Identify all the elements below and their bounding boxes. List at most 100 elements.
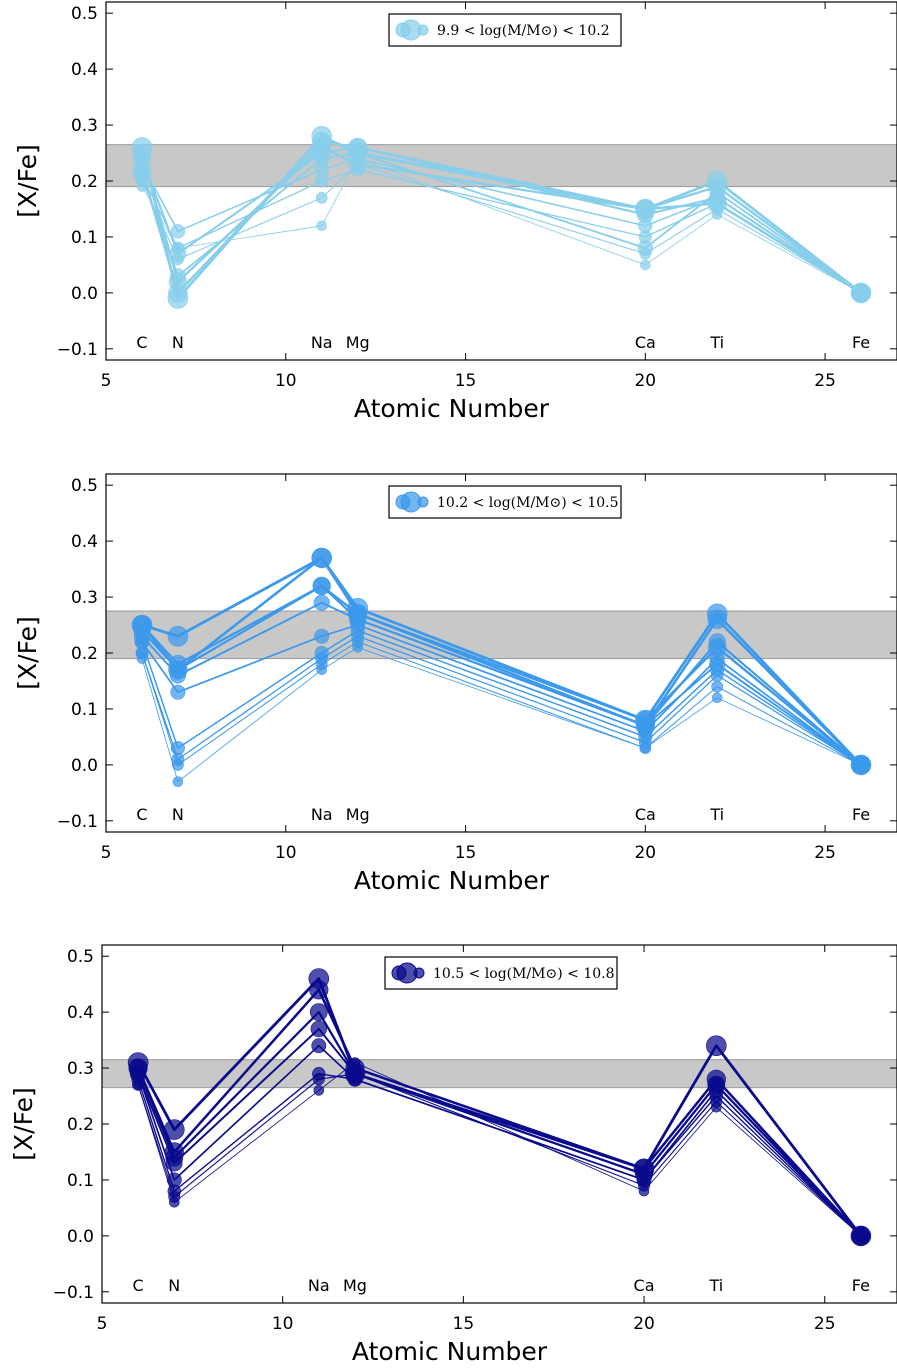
y-tick-label: 0.0 xyxy=(71,756,98,776)
series-line xyxy=(141,169,862,294)
element-label-c: C xyxy=(136,805,147,824)
y-tick-label: −0.1 xyxy=(57,812,98,832)
chart-panel-2: −0.1 0.0 0.1 0.2 0.3 0.4 0.5 5 10 15 20 25 C N Na Mg Ca T… xyxy=(13,473,897,895)
series-line xyxy=(137,1062,862,1237)
x-tick-label: 10 xyxy=(272,1314,294,1334)
reference-band xyxy=(101,1059,897,1089)
data-point xyxy=(312,1066,326,1081)
series-line xyxy=(137,1010,862,1237)
data-point xyxy=(344,1063,366,1084)
y-tick-label: 0.3 xyxy=(71,116,98,136)
y-tick-label: 0.5 xyxy=(67,947,94,967)
data-point xyxy=(310,1020,327,1038)
plot-area xyxy=(131,547,872,788)
data-point xyxy=(172,776,184,788)
element-label-na: Na xyxy=(308,1276,330,1295)
series-line xyxy=(137,1073,862,1237)
data-point xyxy=(634,198,656,220)
data-point xyxy=(167,625,189,647)
data-point xyxy=(315,191,328,204)
x-tick-label: 25 xyxy=(814,1314,836,1334)
y-tick-label: −0.1 xyxy=(57,340,98,360)
data-point xyxy=(706,1069,726,1089)
series-7 xyxy=(128,980,871,1246)
y-tick-label: 0.3 xyxy=(71,588,98,608)
y-tick-label: 0.1 xyxy=(71,228,98,248)
legend-label: 10.5 < log(M/M⊙) < 10.8 xyxy=(433,966,615,982)
x-tick-label: 25 xyxy=(814,843,836,863)
element-label-c: C xyxy=(136,333,147,352)
data-point xyxy=(311,1038,327,1054)
x-tick-label: 25 xyxy=(814,371,836,391)
element-label-mg: Mg xyxy=(346,333,370,352)
y-tick-label: 0.1 xyxy=(71,700,98,720)
data-point xyxy=(311,547,333,569)
chart-panel-1: −0.1 0.0 0.1 0.2 0.3 0.4 0.5 5 10 15 20 25 C N Na Mg Ca T… xyxy=(13,1,897,423)
data-point xyxy=(850,282,872,304)
x-tick-label: 20 xyxy=(634,843,656,863)
element-label-fe: Fe xyxy=(852,805,870,824)
y-tick-label: 0.2 xyxy=(71,644,98,664)
x-tick-label: 5 xyxy=(101,371,112,391)
data-point xyxy=(170,741,185,756)
data-point xyxy=(311,126,333,147)
element-label-na: Na xyxy=(311,805,333,824)
data-point xyxy=(127,1052,149,1073)
element-label-n: N xyxy=(172,333,184,352)
data-point xyxy=(313,594,330,611)
data-point xyxy=(314,628,330,644)
data-point xyxy=(709,656,726,673)
element-label-mg: Mg xyxy=(346,805,370,824)
y-tick-label: 0.5 xyxy=(71,476,98,496)
element-label-fe: Fe xyxy=(852,1276,870,1295)
element-label-n: N xyxy=(168,1276,180,1295)
y-tick-label: 0.5 xyxy=(71,4,98,24)
y-tick-label: 0.1 xyxy=(67,1171,94,1191)
y-tick-label: 0.2 xyxy=(71,172,98,192)
series-8 xyxy=(132,576,871,775)
x-tick-label: 15 xyxy=(453,1314,475,1334)
series-3 xyxy=(131,1066,868,1243)
legend-label: 10.2 < log(M/M⊙) < 10.5 xyxy=(437,495,619,511)
y-axis-label: [X/Fe] xyxy=(13,144,42,217)
x-tick-label: 10 xyxy=(275,843,297,863)
data-point xyxy=(633,1158,655,1180)
x-tick-label: 10 xyxy=(275,371,297,391)
series-9 xyxy=(132,548,871,775)
data-point xyxy=(705,1035,727,1056)
x-tick-label: 5 xyxy=(97,1314,108,1334)
x-tick-label: 20 xyxy=(633,1314,655,1334)
x-tick-label: 15 xyxy=(455,371,477,391)
legend-marker xyxy=(395,491,429,513)
element-label-n: N xyxy=(172,805,184,824)
data-point xyxy=(347,597,369,619)
data-point xyxy=(706,170,728,192)
y-tick-label: 0.0 xyxy=(71,284,98,304)
element-label-ca: Ca xyxy=(635,805,656,824)
data-point xyxy=(314,645,329,660)
data-point xyxy=(131,614,153,636)
series-line xyxy=(136,977,863,1237)
legend-label: 9.9 < log(M/M⊙) < 10.2 xyxy=(437,23,610,39)
series-8 xyxy=(127,968,872,1247)
element-label-ti: Ti xyxy=(708,1276,723,1295)
y-axis-label: [X/Fe] xyxy=(9,1087,38,1160)
element-label-c: C xyxy=(133,1276,144,1295)
y-axis-label: [X/Fe] xyxy=(13,616,42,689)
y-tick-label: 0.4 xyxy=(71,60,98,80)
element-label-mg: Mg xyxy=(343,1276,367,1295)
y-tick-label: −0.1 xyxy=(53,1283,94,1303)
data-point xyxy=(850,1225,872,1247)
data-point xyxy=(634,709,656,731)
data-point xyxy=(164,1142,184,1162)
x-axis-label: Atomic Number xyxy=(352,1337,548,1366)
data-point xyxy=(170,684,186,700)
series-line xyxy=(140,556,862,766)
data-point xyxy=(316,220,328,232)
legend-marker-dot xyxy=(417,24,429,36)
data-point xyxy=(164,1119,185,1140)
chart-panel-3: −0.1 0.0 0.1 0.2 0.3 0.4 0.5 5 10 15 20 25 C N Na Mg Ca T… xyxy=(9,944,897,1366)
data-point xyxy=(711,692,723,704)
series-line xyxy=(137,1073,862,1237)
